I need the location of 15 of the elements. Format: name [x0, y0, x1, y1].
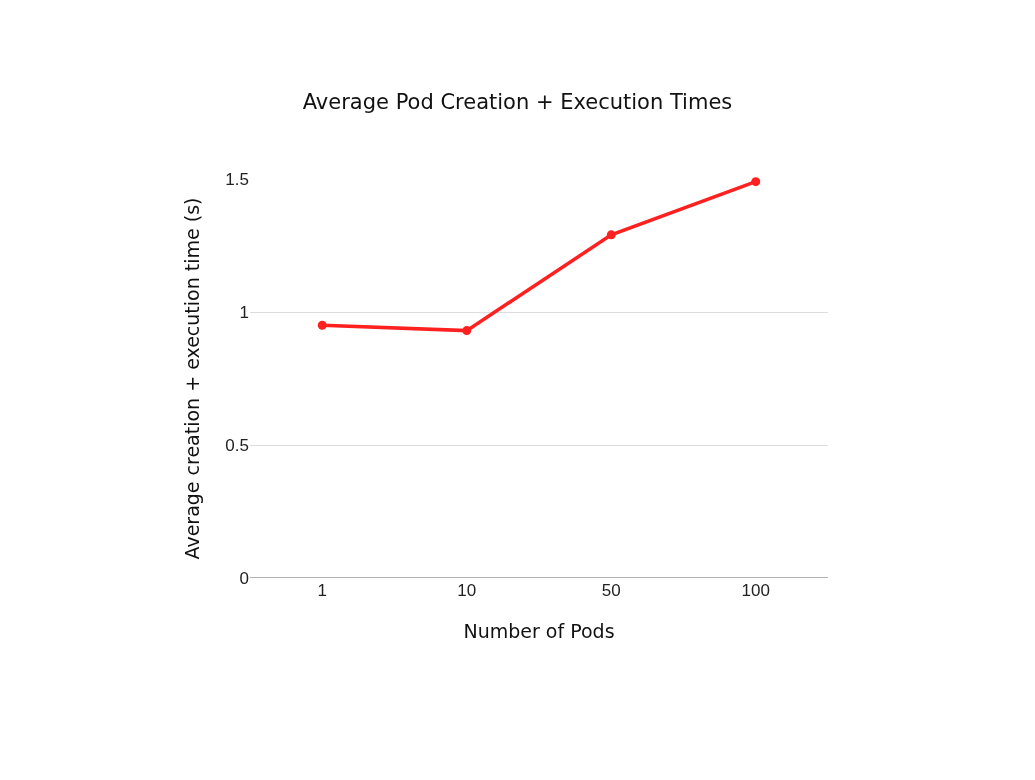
y-tick-label: 1.5 [225, 169, 249, 189]
y-tick-label: 1 [239, 302, 249, 322]
x-tick-label: 50 [601, 581, 621, 600]
chart-title: Average Pod Creation + Execution Times [302, 90, 733, 115]
y-tick-label: 0 [239, 568, 249, 588]
y-tick-label: 0.5 [225, 435, 249, 455]
y-axis-title: Average creation + execution time (s) [181, 197, 204, 560]
x-tick-label: 1 [317, 581, 327, 600]
x-axis-title: Number of Pods [463, 619, 615, 642]
point [751, 177, 761, 187]
point [462, 326, 472, 336]
point [317, 320, 327, 330]
point [606, 230, 616, 240]
x-tick-label: 10 [457, 581, 477, 600]
x-tick-label: 100 [741, 581, 770, 600]
